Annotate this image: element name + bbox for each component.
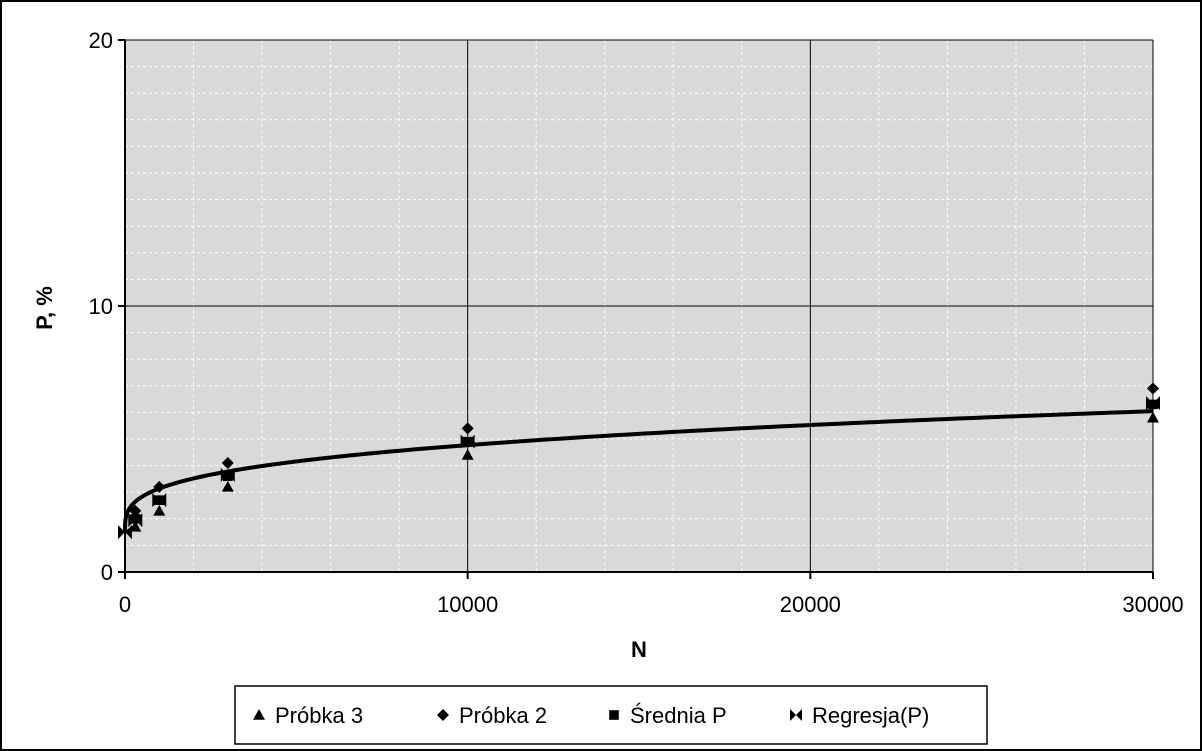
legend-item-pr-bka-3: Próbka 3 (253, 703, 363, 728)
x-tick-label: 30000 (1122, 592, 1183, 617)
bowtie-left-half (152, 493, 160, 508)
legend-item-regresja-p: Regresja(P) (790, 703, 929, 728)
marker-pr-bka-2 (153, 480, 166, 493)
x-axis-title: N (631, 637, 647, 662)
legend-marker (790, 709, 802, 721)
x-tick-label: 0 (119, 592, 131, 617)
regression-line (123, 409, 1154, 533)
legend-label: Średnia P (630, 703, 727, 728)
bowtie-left-half (790, 709, 796, 721)
marker-regresja-p (460, 434, 475, 449)
bowtie-right-half (467, 434, 475, 449)
marker-pr-bka-3 (129, 520, 142, 532)
marker-pr-bka-3 (221, 480, 234, 492)
x-tick-label: 20000 (780, 592, 841, 617)
marker-regresja-p (220, 467, 235, 482)
legend-label: Próbka 2 (459, 703, 547, 728)
bowtie-right-half (135, 513, 143, 528)
legend-item-pr-bka-2: Próbka 2 (437, 703, 547, 728)
bowtie-left-half (128, 513, 136, 528)
legend-marker (253, 709, 265, 720)
marker-regresja-p (118, 525, 132, 540)
bowtie-right-half (125, 525, 132, 540)
bowtie-left-half (220, 467, 228, 482)
bowtie-right-half (1153, 396, 1160, 411)
y-tick-label: 20 (89, 28, 113, 53)
y-axis-title: P, % (32, 286, 57, 330)
y-tick-label: 0 (101, 560, 113, 585)
bowtie-left-half (118, 525, 125, 540)
legend-label: Regresja(P) (812, 703, 929, 728)
bowtie-left-half (460, 434, 468, 449)
legend-marker (437, 709, 449, 721)
legend-label: Próbka 3 (275, 703, 363, 728)
marker-pr-bka-2 (221, 456, 234, 469)
bowtie-right-half (796, 709, 802, 721)
marker-pr-bka-3 (153, 504, 166, 516)
marker-pr-bka-2 (129, 504, 142, 517)
legend-item-rednia-p: Średnia P (609, 703, 727, 728)
marker-regresja-p (152, 493, 167, 508)
marker-pr-bka-2 (461, 422, 474, 435)
bowtie-right-half (227, 467, 235, 482)
bowtie-left-half (1146, 396, 1153, 411)
marker-regresja-p (1146, 396, 1160, 411)
bowtie-right-half (159, 493, 167, 508)
x-tick-label: 10000 (437, 592, 498, 617)
marker-rednia-p (223, 471, 233, 482)
y-tick-label: 10 (89, 294, 113, 319)
marker-regresja-p (128, 513, 143, 528)
marker-pr-bka-3 (461, 448, 474, 460)
legend-marker (609, 710, 619, 720)
marker-rednia-p (130, 514, 141, 524)
